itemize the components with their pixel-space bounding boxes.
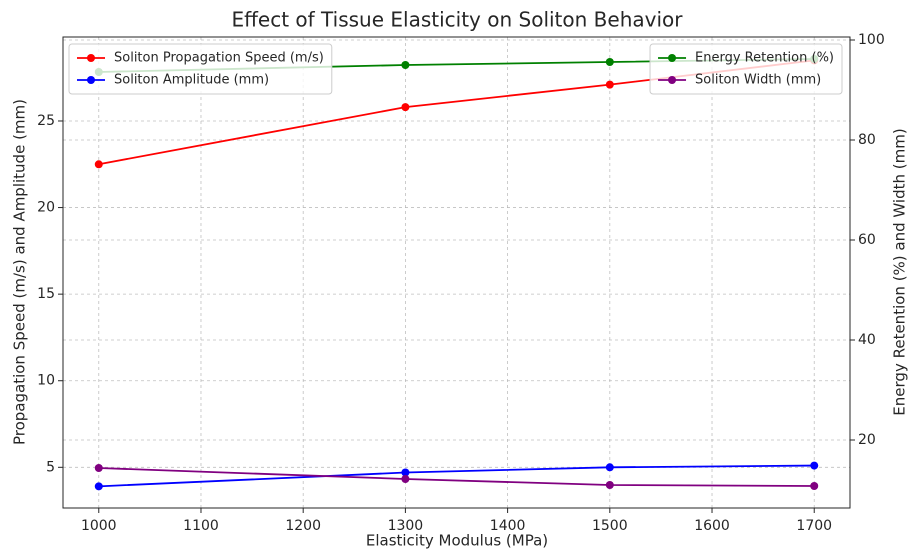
point: [401, 61, 410, 69]
x-tick-label: 1700: [796, 518, 832, 534]
legend-marker: [668, 76, 677, 84]
legend-box: [68, 43, 333, 95]
point: [605, 481, 614, 489]
x-tick-label: 1500: [592, 518, 628, 534]
y2-tick-label: 80: [858, 132, 876, 148]
legend-label: Soliton Amplitude (mm): [114, 73, 269, 88]
y-axis-label: Propagation Speed (m/s) and Amplitude (m…: [11, 99, 29, 445]
x-axis-label: Elasticity Modulus (MPa): [366, 532, 548, 550]
y-tick-label: 15: [37, 286, 55, 302]
series-line: [98, 467, 815, 487]
y2-tick-label: 20: [858, 432, 876, 448]
legend-box: [649, 43, 843, 95]
point: [94, 464, 103, 472]
legend-label: Soliton Width (mm): [695, 73, 821, 88]
legend: Energy Retention (%) Soliton Width (mm): [649, 43, 843, 95]
legend-marker: [668, 54, 677, 62]
legend-marker: [87, 76, 95, 84]
x-tick-label: 1000: [81, 518, 117, 534]
y2-axis-label: Energy Retention (%) and Width (mm): [891, 128, 909, 415]
legend-label: Energy Retention (%): [695, 51, 834, 66]
y2-tick-label: 100: [858, 32, 885, 48]
point: [94, 160, 103, 169]
y2-tick-label: 60: [858, 232, 876, 248]
x-tick-label: 1600: [694, 518, 730, 534]
legend: Soliton Propagation Speed (m/s) Soliton A…: [68, 43, 333, 95]
y-tick-label: 10: [37, 373, 55, 389]
legend-marker: [87, 54, 95, 62]
point: [605, 80, 614, 89]
point: [605, 463, 614, 472]
x-tick-label: 1400: [490, 518, 526, 534]
x-tick-label: 1100: [183, 518, 219, 534]
point: [401, 468, 410, 477]
x-tick-label: 1300: [388, 518, 424, 534]
x-tick-label: 1200: [285, 518, 321, 534]
y2-tick-label: 40: [858, 332, 876, 348]
plot-frame: [62, 36, 851, 509]
point: [810, 482, 819, 490]
chart-title: Effect of Tissue Elasticity on Soliton B…: [232, 8, 684, 32]
series-line: [98, 464, 815, 488]
legend-label: Soliton Propagation Speed (m/s): [114, 51, 324, 66]
point: [605, 58, 614, 66]
y-tick-label: 5: [46, 459, 55, 475]
point: [401, 475, 410, 483]
y-tick-label: 20: [37, 200, 55, 216]
point: [810, 461, 819, 470]
point: [401, 103, 410, 112]
y-tick-label: 25: [37, 113, 55, 129]
point: [94, 482, 103, 491]
